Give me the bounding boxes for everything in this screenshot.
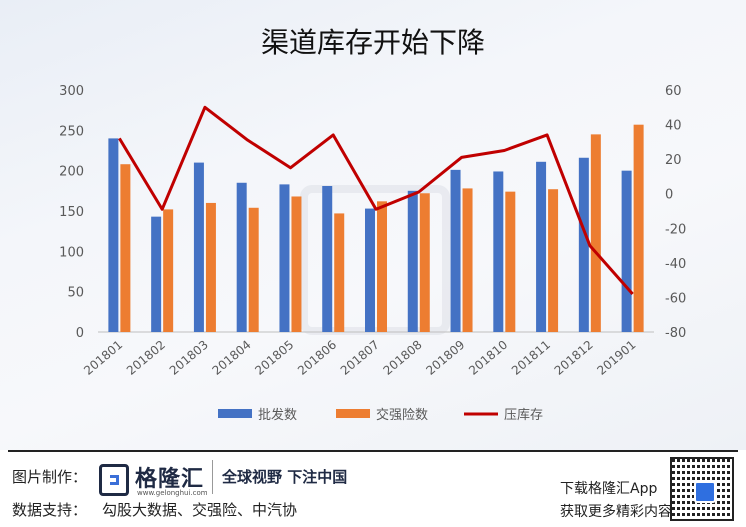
y-left-tick-label: 100 — [59, 245, 84, 260]
bar-wholesale — [279, 184, 290, 332]
x-tick-label: 201801 — [81, 338, 125, 378]
bar-wholesale — [322, 185, 333, 332]
bar-insurance — [120, 164, 131, 332]
chart-title: 渠道库存开始下降 — [261, 26, 485, 59]
y-right-tick-label: -60 — [665, 291, 686, 306]
bar-wholesale — [108, 138, 119, 332]
qr-logo-icon — [694, 481, 716, 503]
x-tick-label: 201802 — [124, 338, 168, 378]
x-tick-label: 201810 — [466, 338, 510, 378]
slogan: 全球视野 下注中国 — [222, 468, 348, 486]
more-text: 获取更多精彩内容 — [560, 504, 672, 520]
bar-insurance — [291, 196, 302, 332]
y-left-tick-label: 50 — [67, 286, 84, 301]
bar-insurance — [419, 193, 430, 332]
y-right-tick-label: 40 — [665, 119, 682, 134]
x-tick-label: 201811 — [509, 338, 553, 378]
x-tick-label: 201808 — [381, 338, 425, 378]
bar-wholesale — [536, 161, 547, 332]
brand-name: 格隆汇 — [135, 467, 205, 492]
legend-label: 交强险数 — [376, 407, 428, 423]
source-label: 数据支持： — [12, 501, 88, 519]
legend-label: 压库存 — [504, 407, 543, 423]
bar-wholesale — [151, 216, 162, 332]
footer: 图片制作： 格隆汇 www.gelonghui.com 全球视野 下注中国 数据… — [0, 452, 746, 527]
y-left-tick-label: 300 — [59, 84, 84, 99]
x-tick-label: 201803 — [167, 338, 211, 378]
qr-code-icon[interactable] — [670, 457, 734, 521]
bar-insurance — [590, 134, 601, 332]
x-tick-label: 201807 — [338, 338, 382, 378]
footer-separator — [212, 460, 213, 494]
bar-wholesale — [365, 208, 375, 332]
y-left-tick-label: 250 — [59, 124, 84, 139]
chart: 渠道库存开始下降 0 50 100 150 200 250 300 -80 -60 -40 -20 0… — [59, 26, 686, 423]
bar-insurance — [548, 189, 559, 332]
bar-wholesale — [493, 171, 504, 332]
bar-insurance — [334, 213, 345, 332]
y-right-tick-label: -40 — [665, 257, 686, 272]
y-left-tick-label: 200 — [59, 165, 84, 180]
bar-wholesale — [450, 169, 461, 332]
bar-wholesale — [621, 170, 632, 332]
bar-wholesale — [193, 162, 204, 332]
bar-insurance — [505, 191, 516, 332]
bar-insurance — [163, 209, 174, 332]
source-text: 勾股大数据、交强险、中汽协 — [102, 501, 298, 519]
x-tick-label: 201901 — [594, 338, 638, 378]
gelonghui-logo-icon — [99, 464, 129, 496]
y-left-tick-label: 0 — [76, 326, 84, 341]
y-right-tick-label: 20 — [665, 153, 682, 168]
bar-wholesale — [407, 190, 418, 332]
made-by-label: 图片制作： — [12, 468, 88, 486]
y-right-tick-label: 60 — [665, 84, 682, 99]
bar-insurance — [248, 207, 259, 332]
y-right-tick-label: -80 — [665, 326, 686, 341]
x-tick-label: 201804 — [210, 338, 254, 378]
y-right-tick-label: -20 — [665, 222, 686, 237]
x-tick-label: 201805 — [252, 338, 296, 378]
x-tick-label: 201809 — [423, 338, 467, 378]
bar-insurance — [205, 202, 216, 332]
y-left-tick-label: 150 — [59, 205, 84, 220]
bar-wholesale — [236, 182, 247, 332]
bar-insurance — [377, 201, 387, 332]
bar-wholesale — [578, 157, 589, 332]
legend-label: 批发数 — [258, 407, 297, 423]
bar-insurance — [633, 124, 644, 332]
x-tick-label: 201812 — [552, 338, 596, 378]
legend-swatch — [336, 409, 370, 418]
bar-insurance — [462, 188, 473, 332]
x-tick-label: 201806 — [295, 338, 339, 378]
y-right-tick-label: 0 — [665, 188, 673, 203]
footer-divider — [8, 450, 738, 452]
line-inventory — [118, 105, 634, 295]
brand-url: www.gelonghui.com — [137, 489, 208, 497]
legend-swatch — [218, 409, 252, 418]
download-text: 下载格隆汇App — [560, 481, 658, 497]
